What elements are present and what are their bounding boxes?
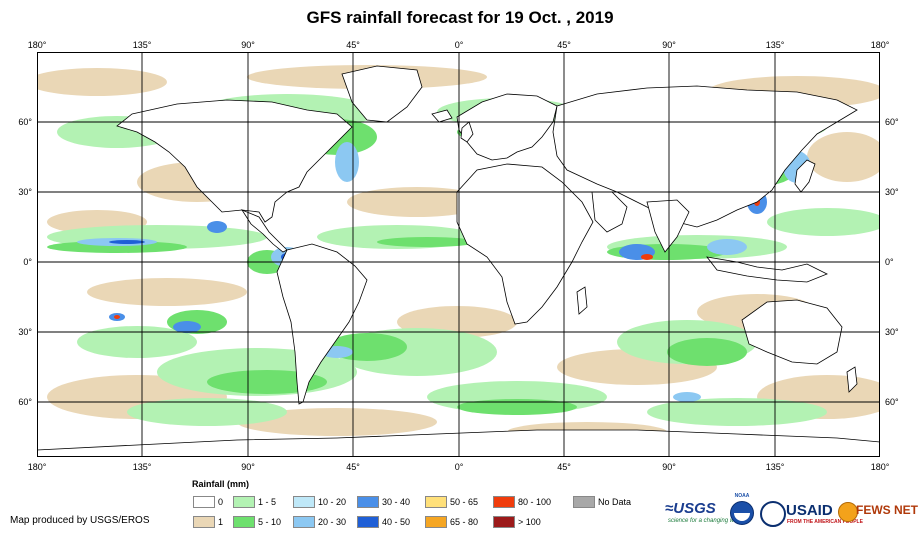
- legend-label: 30 - 40: [382, 497, 411, 507]
- legend-swatch: [493, 496, 515, 508]
- lon-label-top: 90°: [662, 40, 676, 50]
- usaid-tagline: FROM THE AMERICAN PEOPLE: [787, 519, 863, 525]
- legend-swatch: [193, 516, 215, 528]
- lat-label-right: 60°: [885, 397, 899, 407]
- lon-label-top: 135°: [765, 40, 785, 50]
- legend-label: 1 - 5: [258, 497, 277, 507]
- legend-label: 80 - 100: [518, 497, 552, 507]
- legend-swatch: [233, 496, 255, 508]
- africa: [456, 163, 594, 325]
- legend-title: Rainfall (mm): [192, 479, 250, 489]
- legend-label: 20 - 30: [318, 517, 347, 527]
- indonesia: [706, 256, 828, 283]
- lon-label-bottom: 0°: [454, 462, 464, 472]
- legend-label: > 100: [518, 517, 541, 527]
- usaid-logo: USAID: [786, 502, 833, 519]
- lon-label-bottom: 180°: [870, 462, 890, 472]
- usgs-logo: ≈USGS: [665, 500, 716, 517]
- legend-swatch: [233, 516, 255, 528]
- fews-globe-icon: [838, 502, 858, 522]
- new-zealand: [846, 366, 858, 393]
- legend-swatch: [193, 496, 215, 508]
- legend-swatch: [493, 516, 515, 528]
- legend-label: 0: [218, 497, 224, 507]
- legend-label: 65 - 80: [450, 517, 479, 527]
- lon-label-top: 135°: [132, 40, 152, 50]
- legend-label: No Data: [598, 497, 632, 507]
- central-america: [240, 209, 288, 253]
- usgs-tagline: science for a changing world: [668, 518, 745, 524]
- map-title: GFS rainfall forecast for 19 Oct. , 2019: [306, 8, 614, 27]
- rainfall-map: [37, 52, 880, 457]
- credit-text: Map produced by USGS/EROS: [10, 515, 150, 526]
- lon-label-top: 45°: [557, 40, 571, 50]
- lon-label-top: 180°: [870, 40, 890, 50]
- legend-label: 10 - 20: [318, 497, 347, 507]
- lon-label-bottom: 135°: [765, 462, 785, 472]
- lat-label-left: 60°: [18, 397, 32, 407]
- legend-swatch: [357, 496, 379, 508]
- lon-label-bottom: 45°: [346, 462, 360, 472]
- lon-label-top: 180°: [27, 40, 47, 50]
- iceland: [431, 109, 453, 123]
- lat-label-left: 30°: [18, 187, 32, 197]
- graticule: [37, 52, 880, 457]
- lat-label-left: 0°: [23, 257, 32, 267]
- legend-swatch: [357, 516, 379, 528]
- legend-swatch: [293, 516, 315, 528]
- legend-swatch: [293, 496, 315, 508]
- lat-label-right: 60°: [885, 117, 899, 127]
- usaid-seal: [760, 501, 786, 527]
- lon-label-bottom: 45°: [557, 462, 571, 472]
- rain-5-10mm-areas: [47, 119, 797, 415]
- india: [646, 199, 690, 253]
- legend-label: 40 - 50: [382, 517, 411, 527]
- legend-swatch: [425, 516, 447, 528]
- map-frame: [37, 52, 880, 457]
- legend-label: 50 - 65: [450, 497, 479, 507]
- south-america: [276, 243, 368, 405]
- legend-label: 1: [218, 517, 224, 527]
- legend-label: 5 - 10: [258, 517, 282, 527]
- lon-label-bottom: 135°: [132, 462, 152, 472]
- lat-label-right: 30°: [885, 327, 899, 337]
- lat-label-right: 0°: [885, 257, 894, 267]
- greenland: [341, 65, 423, 123]
- lon-label-top: 45°: [346, 40, 360, 50]
- uk: [460, 121, 474, 143]
- fews-net-logo: FEWS NET: [856, 503, 918, 517]
- noaa-logo: NOAA: [730, 493, 754, 525]
- lat-label-left: 60°: [18, 117, 32, 127]
- lat-label-left: 30°: [18, 327, 32, 337]
- lon-label-top: 90°: [241, 40, 255, 50]
- lon-label-top: 0°: [454, 40, 464, 50]
- lon-label-bottom: 90°: [662, 462, 676, 472]
- lon-label-bottom: 90°: [241, 462, 255, 472]
- europe: [456, 93, 558, 161]
- legend-swatch: [425, 496, 447, 508]
- legend-swatch: [573, 496, 595, 508]
- japan: [794, 159, 816, 193]
- north-america: [116, 99, 353, 223]
- madagascar: [576, 286, 588, 315]
- lat-label-right: 30°: [885, 187, 899, 197]
- lon-label-bottom: 180°: [27, 462, 47, 472]
